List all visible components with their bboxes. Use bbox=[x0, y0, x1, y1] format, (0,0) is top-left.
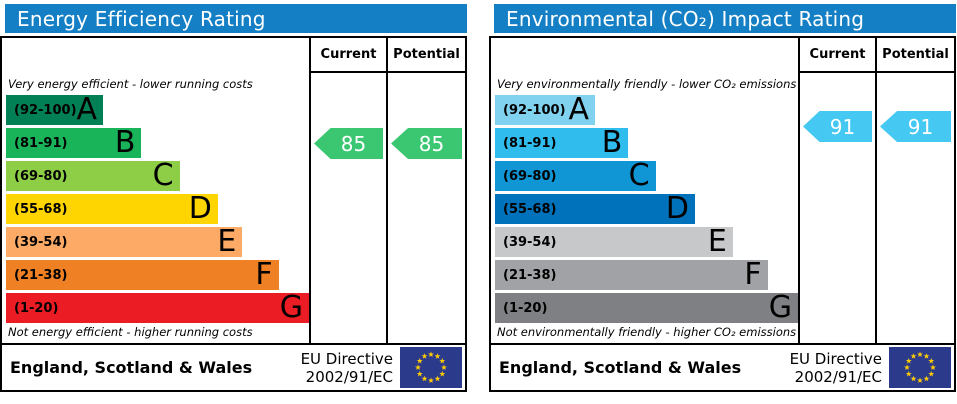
band-letter: D bbox=[665, 191, 689, 226]
band-letter: F bbox=[255, 257, 273, 292]
environmental-title-bar: Environmental (CO₂) Impact Rating bbox=[494, 4, 956, 33]
band-a: (92-100) A bbox=[6, 95, 103, 125]
band-range: (39-54) bbox=[503, 234, 557, 250]
band-d: (55-68) D bbox=[6, 194, 218, 224]
band-letter: C bbox=[152, 158, 174, 193]
band-letter: F bbox=[744, 257, 762, 292]
environmental-impact-panel: Environmental (CO₂) Impact Rating Very e… bbox=[489, 0, 956, 404]
potential-column: Potential 91 bbox=[875, 38, 954, 343]
band-d: (55-68) D bbox=[495, 194, 695, 224]
band-range: (21-38) bbox=[14, 267, 68, 283]
region-label: England, Scotland & Wales bbox=[10, 358, 253, 377]
band-letter: B bbox=[601, 125, 623, 160]
eu-flag-icon bbox=[889, 347, 951, 388]
potential-rating-arrow: 91 bbox=[880, 111, 951, 142]
band-range: (1-20) bbox=[14, 300, 59, 316]
band-g: (1-20) G bbox=[495, 293, 798, 323]
current-rating-arrow: 91 bbox=[803, 111, 872, 142]
current-column: Current 85 bbox=[309, 38, 386, 343]
band-range: (69-80) bbox=[503, 168, 557, 184]
band-range: (21-38) bbox=[503, 267, 557, 283]
band-range: (39-54) bbox=[14, 234, 68, 250]
band-range: (81-91) bbox=[14, 135, 68, 151]
energy-band-chart: Very energy efficient - lower running co… bbox=[2, 38, 309, 343]
energy-chart-box: Very energy efficient - lower running co… bbox=[0, 36, 467, 392]
current-header: Current bbox=[311, 38, 386, 73]
potential-column: Potential 85 bbox=[386, 38, 465, 343]
potential-rating-arrow: 85 bbox=[391, 128, 462, 159]
band-e: (39-54) E bbox=[6, 224, 243, 259]
band-letter: C bbox=[628, 158, 650, 193]
energy-efficiency-panel: Energy Efficiency Rating Very energy eff… bbox=[0, 0, 467, 404]
eu-directive-label: EU Directive 2002/91/EC bbox=[300, 349, 393, 386]
eu-directive-label: EU Directive 2002/91/EC bbox=[789, 349, 882, 386]
panel-title: Energy Efficiency Rating bbox=[17, 6, 266, 31]
band-letter: E bbox=[707, 224, 727, 259]
band-a: (92-100) A bbox=[495, 95, 595, 125]
band-letter: B bbox=[114, 125, 136, 160]
caption-top: Very environmentally friendly - lower CO… bbox=[497, 77, 797, 91]
band-f: (21-38) F bbox=[495, 260, 768, 290]
band-f: (21-38) F bbox=[6, 260, 279, 290]
caption-top: Very energy efficient - lower running co… bbox=[8, 77, 253, 91]
band-letter: A bbox=[568, 92, 589, 127]
band-range: (55-68) bbox=[14, 201, 68, 217]
energy-title-bar: Energy Efficiency Rating bbox=[5, 4, 467, 33]
band-range: (1-20) bbox=[503, 300, 548, 316]
band-range: (55-68) bbox=[503, 201, 557, 217]
band-range: (81-91) bbox=[503, 135, 557, 151]
band-range: (92-100) bbox=[503, 102, 566, 118]
potential-header: Potential bbox=[877, 38, 954, 73]
band-e: (39-54) E bbox=[495, 227, 733, 257]
eu-flag-icon bbox=[400, 347, 462, 388]
current-rating-arrow: 85 bbox=[314, 128, 383, 159]
panel-footer: England, Scotland & Wales EU Directive 2… bbox=[2, 343, 465, 390]
band-g: (1-20) G bbox=[6, 293, 309, 323]
current-header: Current bbox=[800, 38, 875, 73]
band-range: (92-100) bbox=[14, 102, 77, 118]
region-label: England, Scotland & Wales bbox=[499, 358, 742, 377]
current-column: Current 91 bbox=[798, 38, 875, 343]
band-letter: A bbox=[76, 92, 98, 127]
band-letter: G bbox=[279, 290, 303, 325]
band-letter: D bbox=[188, 191, 212, 226]
band-c: (69-80) C bbox=[6, 161, 180, 191]
panel-footer: England, Scotland & Wales EU Directive 2… bbox=[491, 343, 954, 390]
band-b: (81-91) B bbox=[495, 125, 629, 160]
environmental-band-chart: Very environmentally friendly - lower CO… bbox=[491, 38, 798, 343]
band-b: (81-91) B bbox=[6, 125, 142, 160]
band-letter: E bbox=[217, 224, 237, 259]
band-letter: G bbox=[768, 290, 792, 325]
panel-title: Environmental (CO₂) Impact Rating bbox=[506, 6, 865, 31]
environmental-chart-box: Very environmentally friendly - lower CO… bbox=[489, 36, 956, 392]
caption-bottom: Not energy efficient - higher running co… bbox=[8, 325, 253, 339]
band-range: (69-80) bbox=[14, 168, 68, 184]
caption-bottom: Not environmentally friendly - higher CO… bbox=[497, 325, 797, 339]
band-c: (69-80) C bbox=[495, 161, 656, 191]
potential-header: Potential bbox=[388, 38, 465, 73]
